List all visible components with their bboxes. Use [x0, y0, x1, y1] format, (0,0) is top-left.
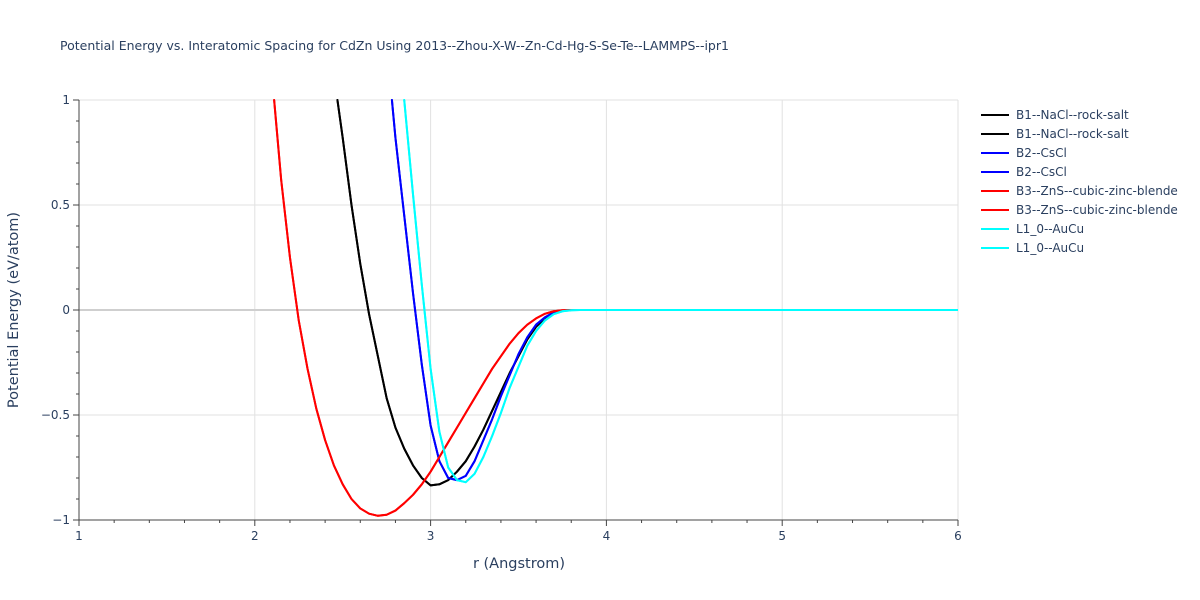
legend-label: L1_0--AuCu: [1016, 222, 1084, 236]
legend[interactable]: B1--NaCl--rock-salt B1--NaCl--rock-salt B2…: [981, 108, 1178, 255]
x-tick-label: 5: [778, 529, 786, 543]
legend-item[interactable]: L1_0--AuCu: [981, 241, 1084, 255]
x-tick-label: 3: [427, 529, 435, 543]
y-tick-label: −1: [52, 513, 70, 527]
legend-item[interactable]: B2--CsCl: [981, 165, 1067, 179]
legend-label: B1--NaCl--rock-salt: [1016, 108, 1129, 122]
legend-item[interactable]: B3--ZnS--cubic-zinc-blende: [981, 203, 1178, 217]
x-axis-title: r (Angstrom): [473, 556, 565, 572]
x-tick-label: 4: [603, 529, 611, 543]
y-tick-label: 0.5: [51, 198, 70, 212]
x-tick-label: 1: [75, 529, 83, 543]
legend-item[interactable]: B1--NaCl--rock-salt: [981, 108, 1129, 122]
series-lines: [273, 99, 958, 517]
axes: [73, 99, 959, 526]
legend-label: B1--NaCl--rock-salt: [1016, 127, 1129, 141]
legend-label: B3--ZnS--cubic-zinc-blende: [1016, 203, 1178, 217]
legend-label: L1_0--AuCu: [1016, 241, 1084, 255]
legend-label: B3--ZnS--cubic-zinc-blende: [1016, 184, 1178, 198]
legend-label: B2--CsCl: [1016, 146, 1067, 160]
legend-item[interactable]: B1--NaCl--rock-salt: [981, 127, 1129, 141]
tick-labels: 1 2 3 4 5 6 −1 −0.5 0 0.5 1: [41, 93, 962, 543]
series-line-L1_0--AuCu: [403, 99, 958, 484]
chart-title: Potential Energy vs. Interatomic Spacing…: [60, 38, 729, 53]
legend-item[interactable]: B2--CsCl: [981, 146, 1067, 160]
y-axis-title: Potential Energy (eV/atom): [6, 212, 22, 408]
legend-item[interactable]: B3--ZnS--cubic-zinc-blende: [981, 184, 1178, 198]
legend-label: B2--CsCl: [1016, 165, 1067, 179]
y-tick-label: 1: [62, 93, 70, 107]
x-tick-label: 6: [954, 529, 962, 543]
y-tick-label: −0.5: [41, 408, 70, 422]
legend-item[interactable]: L1_0--AuCu: [981, 222, 1084, 236]
x-tick-label: 2: [251, 529, 259, 543]
y-tick-label: 0: [62, 303, 70, 317]
